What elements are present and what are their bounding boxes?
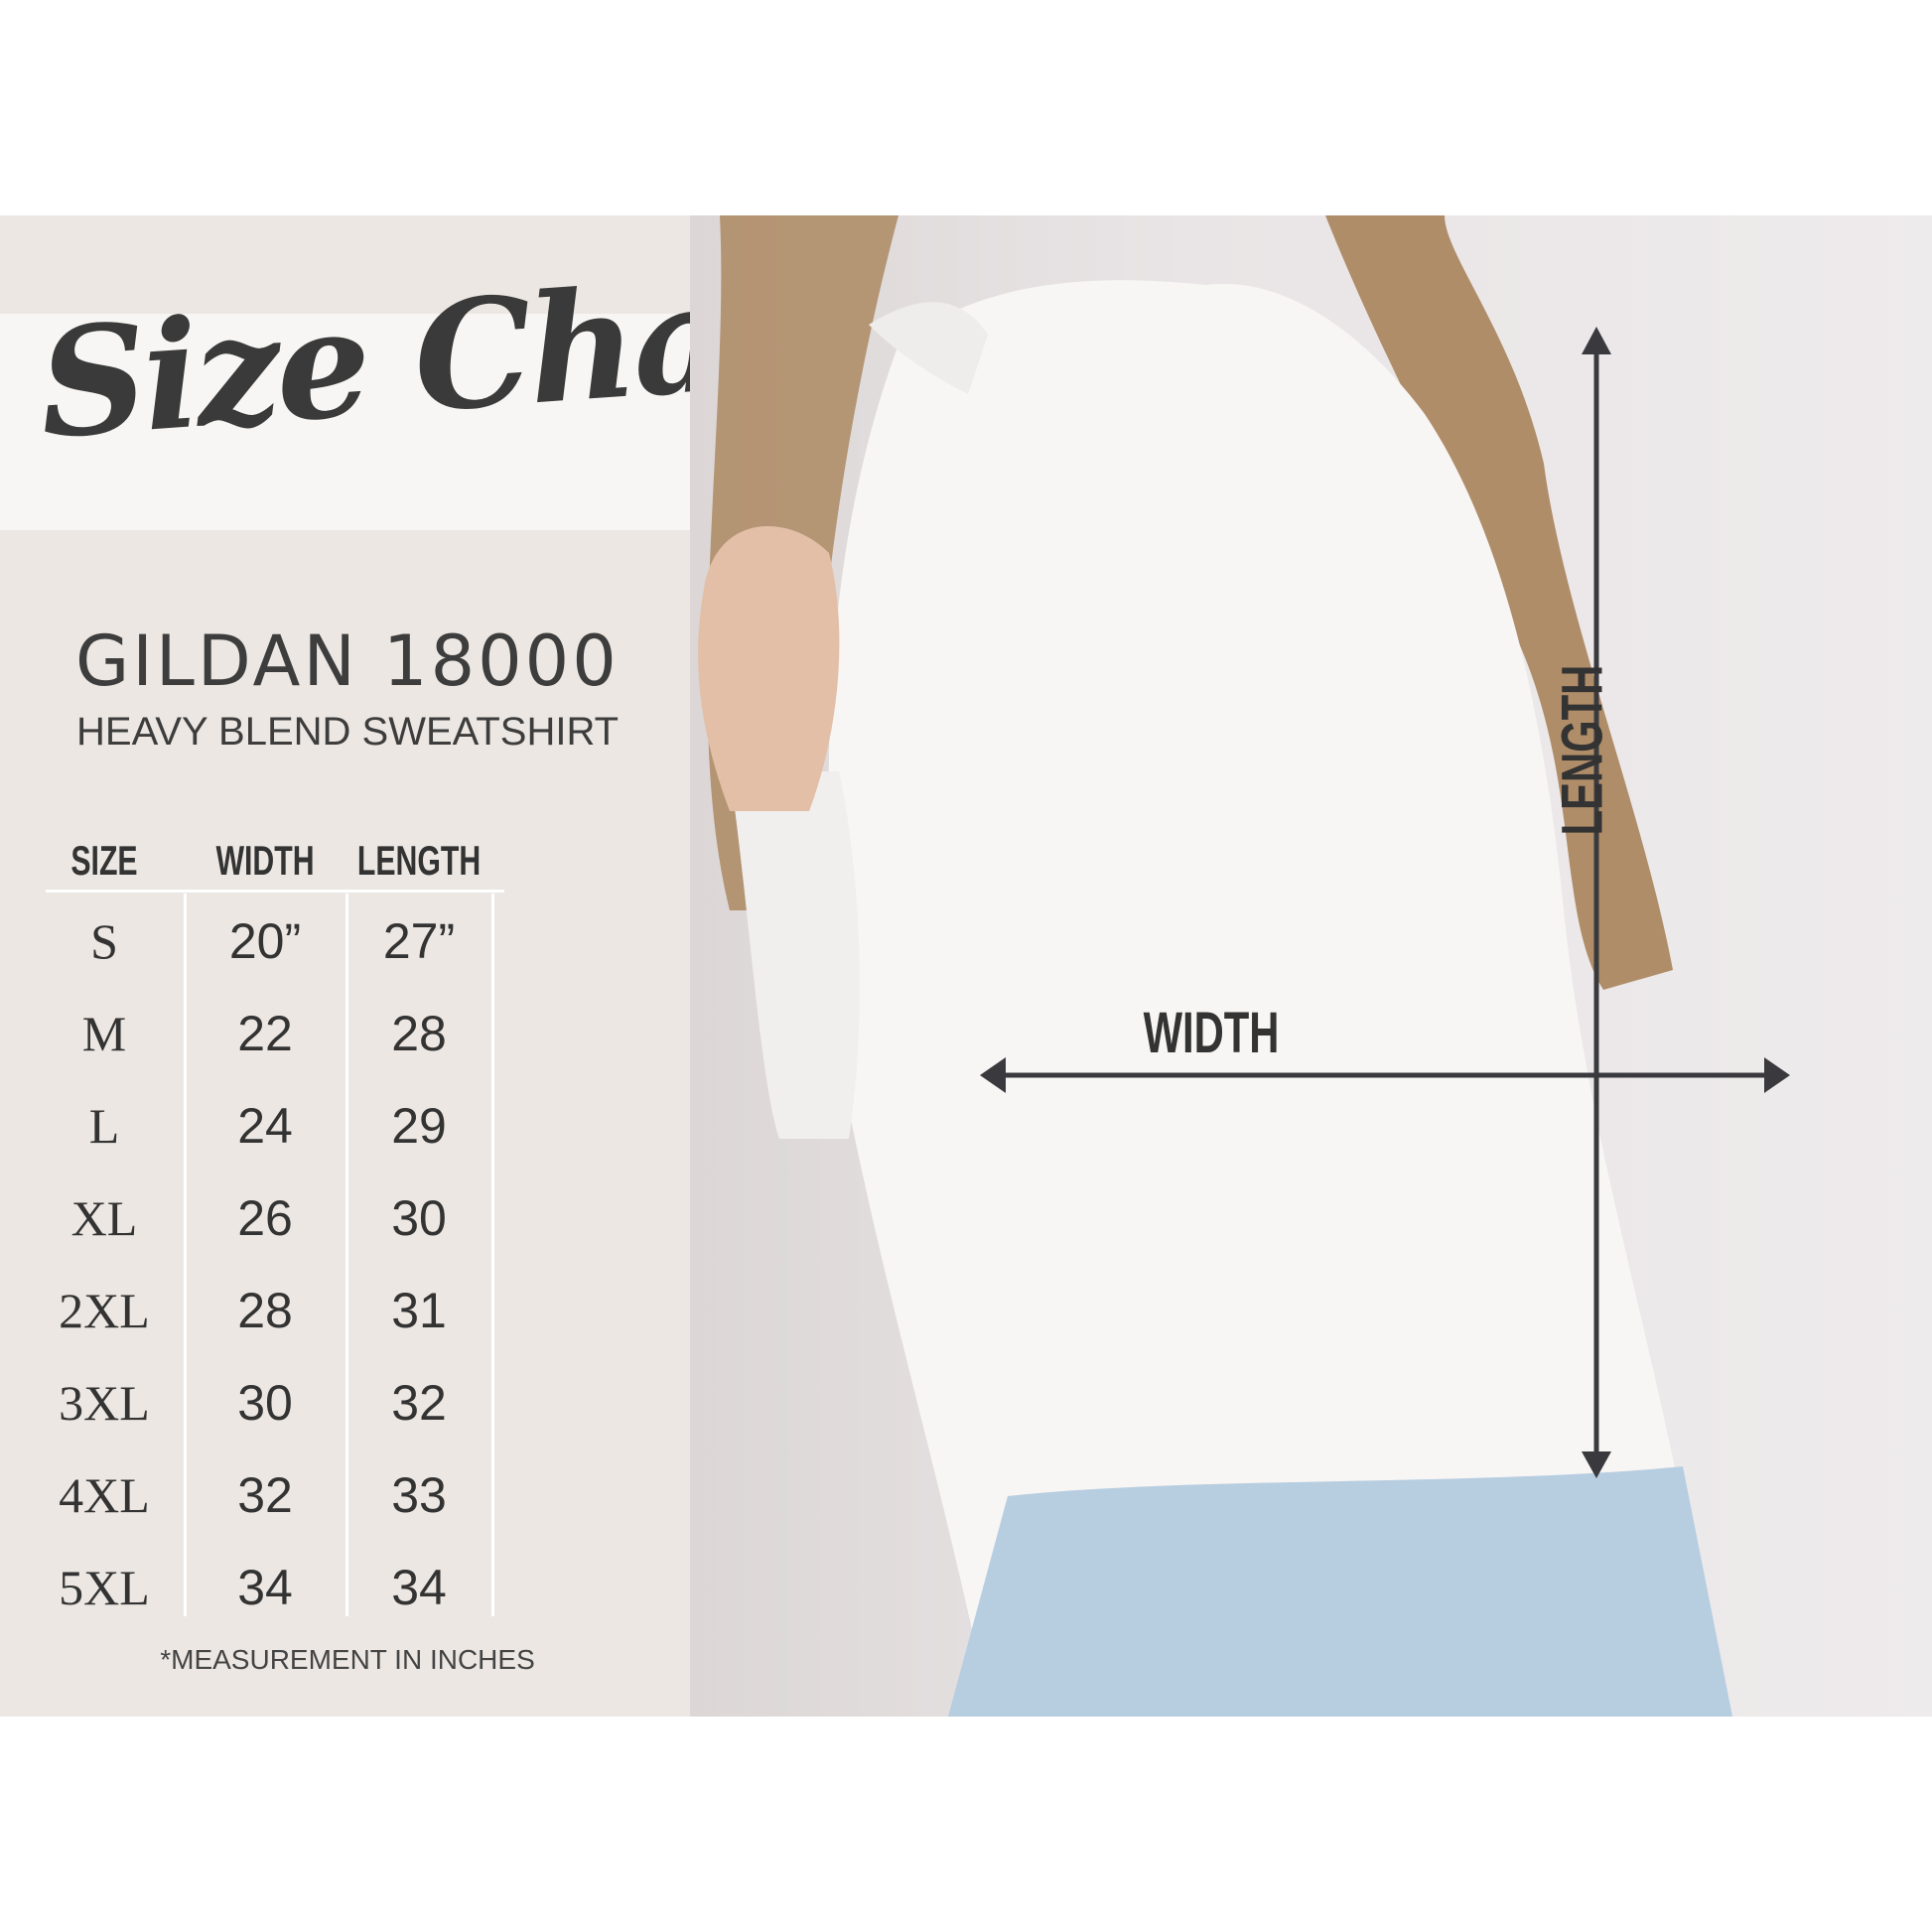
size-cell: XL xyxy=(70,1190,138,1246)
header-divider xyxy=(46,890,504,893)
product-description: HEAVY BLEND SWEATSHIRT xyxy=(76,710,620,754)
size-cell: M xyxy=(81,1006,127,1061)
length-label: LENGTH xyxy=(1550,664,1615,836)
width-cell: 30 xyxy=(237,1375,293,1431)
size-cell: L xyxy=(88,1098,120,1154)
header-length: LENGTH xyxy=(356,837,482,884)
length-cell: 33 xyxy=(391,1467,447,1523)
title-ribbon xyxy=(0,314,755,530)
product-model: GILDAN 18000 xyxy=(75,621,620,702)
size-cell: 4XL xyxy=(59,1467,150,1523)
length-cell: 28 xyxy=(391,1006,447,1061)
width-cell: 32 xyxy=(237,1467,293,1523)
width-cell: 28 xyxy=(237,1283,293,1338)
width-cell: 24 xyxy=(237,1098,293,1154)
length-cell: 31 xyxy=(391,1283,447,1338)
width-cell: 22 xyxy=(237,1006,293,1061)
column-divider xyxy=(345,894,348,1616)
column-divider xyxy=(184,894,187,1616)
length-cell: 29 xyxy=(391,1098,447,1154)
footnote: *MEASUREMENT IN INCHES xyxy=(160,1644,535,1675)
column-divider xyxy=(491,894,494,1616)
width-cell: 26 xyxy=(237,1190,293,1246)
model-photo: WIDTH LENGTH xyxy=(690,215,1932,1717)
size-cell: S xyxy=(90,913,118,969)
size-cell: 3XL xyxy=(59,1375,150,1431)
length-cell: 34 xyxy=(391,1560,447,1615)
size-cell: 5XL xyxy=(59,1560,150,1615)
length-cell: 27” xyxy=(382,913,456,969)
width-cell: 20” xyxy=(228,913,302,969)
header-size: SIZE xyxy=(70,837,138,884)
length-cell: 32 xyxy=(391,1375,447,1431)
length-cell: 30 xyxy=(391,1190,447,1246)
size-cell: 2XL xyxy=(59,1283,150,1338)
width-cell: 34 xyxy=(237,1560,293,1615)
width-label: WIDTH xyxy=(1143,1001,1280,1065)
header-width: WIDTH xyxy=(215,837,315,884)
